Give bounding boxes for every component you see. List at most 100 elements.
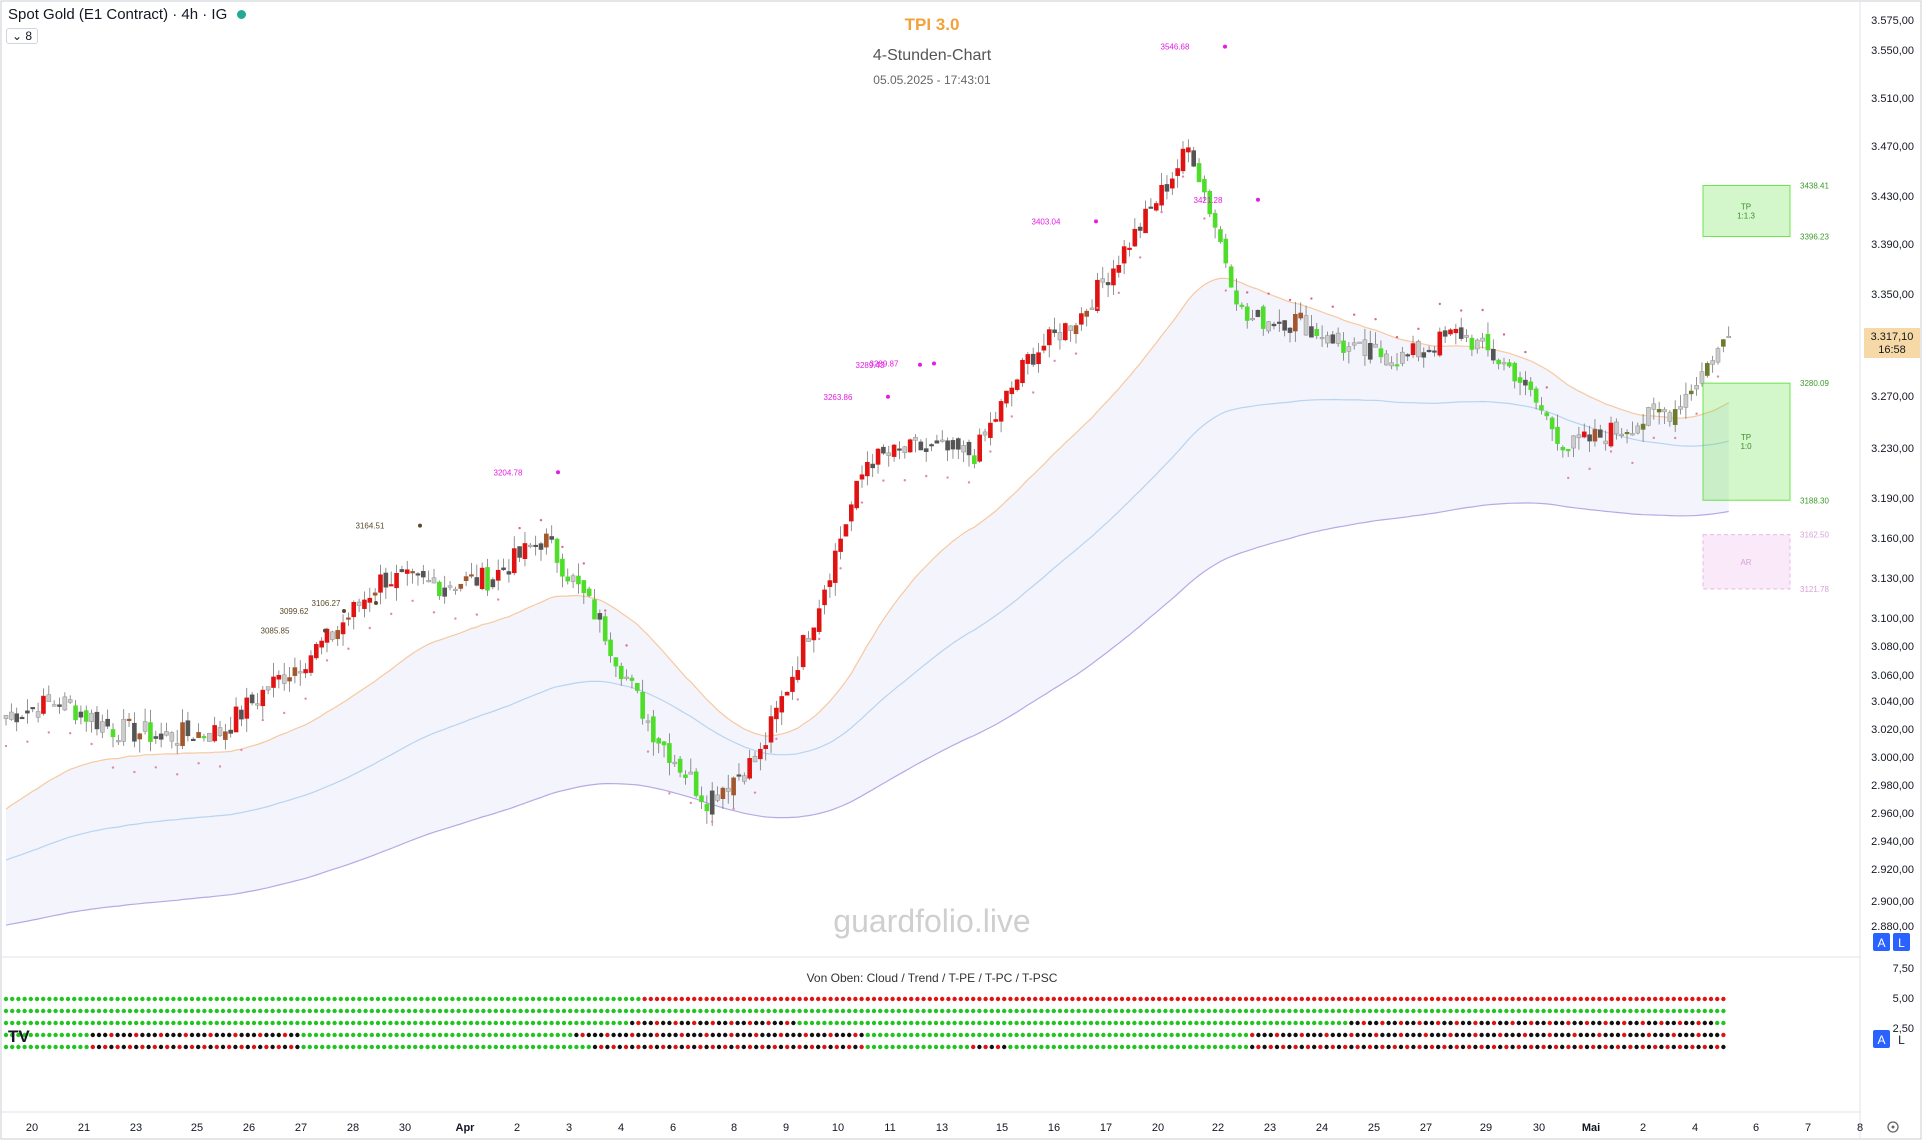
oscillator-dot — [158, 1020, 164, 1026]
trail-dot — [1160, 210, 1163, 214]
oscillator-dot — [1429, 1044, 1435, 1050]
oscillator-dot — [320, 996, 325, 1002]
oscillator-dot — [1237, 1020, 1243, 1026]
candle-body — [565, 576, 571, 582]
oscillator-dot — [382, 1008, 387, 1014]
oscillator-dot — [270, 1044, 275, 1050]
candle-body — [292, 667, 298, 676]
oscillator-dot — [1033, 1032, 1038, 1038]
candle-body — [1116, 265, 1122, 273]
oscillator-dot — [1460, 1044, 1466, 1050]
ema-slow-line — [5, 502, 1729, 926]
trail-dot — [347, 647, 350, 650]
osc-log-scale-label[interactable]: L — [1898, 1033, 1905, 1047]
oscillator-dot — [1126, 1020, 1131, 1026]
osc-auto-scale-button[interactable] — [1873, 1030, 1890, 1048]
oscillator-dot — [1398, 1044, 1404, 1050]
oscillator-dot — [661, 1032, 666, 1038]
log-scale-button[interactable] — [1893, 933, 1910, 951]
candle-body — [1079, 313, 1084, 325]
oscillator-dot — [227, 1020, 232, 1026]
oscillator-dot — [543, 1020, 548, 1026]
candle-body — [645, 720, 651, 723]
candle-body — [934, 440, 940, 444]
oscillator-dot — [1715, 1008, 1720, 1014]
oscillator-dot — [1057, 1020, 1063, 1026]
indicator-toggle[interactable]: ⌄ 8 — [6, 28, 39, 44]
time-axis[interactable]: 20 21 23 25 26 27 28 30 Apr 2 3 4 6 8 9 10 11 13 15 16 17 20 2… — [26, 1122, 1863, 1134]
oscillator-dot — [165, 1044, 170, 1050]
oscillator-dot — [1553, 1008, 1559, 1014]
oscillator-dot — [1119, 1008, 1125, 1014]
candle-body — [1630, 433, 1635, 436]
settings-icon[interactable] — [1887, 1121, 1899, 1133]
zone-top-price: 3438.41 — [1800, 181, 1829, 190]
swing-marker-dot — [374, 601, 378, 605]
oscillator-dot — [909, 1044, 914, 1050]
oscillator-dot — [940, 1008, 945, 1014]
oscillator-dot — [1287, 1020, 1292, 1026]
oscillator-dot — [1064, 1020, 1069, 1026]
oscillator-dot — [90, 1044, 96, 1050]
candle-body — [1325, 335, 1330, 344]
oscillator-dot — [1721, 1032, 1726, 1038]
price-axis[interactable]: 3.575,003.550,003.510,003.470,003.430,00… — [1871, 15, 1914, 933]
oscillator-dot — [1460, 1032, 1466, 1038]
oscillator-dot — [1256, 996, 1261, 1002]
oscillator-dot — [754, 1020, 759, 1026]
oscillator-dot — [1423, 1044, 1429, 1050]
oscillator-dot — [964, 1020, 970, 1026]
oscillator-dot — [921, 996, 926, 1002]
oscillator-dot — [295, 1032, 300, 1038]
oscillator-dot — [1504, 1020, 1509, 1026]
oscillator-dot — [1398, 1008, 1404, 1014]
candle-body — [1260, 306, 1266, 329]
oscillator-dot — [909, 1008, 914, 1014]
trail-dot — [90, 742, 93, 746]
oscillator-dot — [245, 1020, 250, 1026]
oscillator-dot — [1721, 1044, 1726, 1050]
oscillator-dot — [499, 1044, 505, 1050]
oscillator-dot — [971, 1020, 976, 1026]
oscillator-dot — [1225, 1032, 1230, 1038]
oscillator-dot — [1225, 1020, 1230, 1026]
oscillator-dot — [1442, 1008, 1447, 1014]
time-tick-label: 15 — [996, 1122, 1008, 1134]
candle-body — [763, 745, 769, 749]
oscillator-dot — [592, 1032, 598, 1038]
time-tick-label: 4 — [618, 1122, 624, 1134]
swing-price-label: 3106.27 — [312, 599, 341, 608]
oscillator-dot — [419, 1008, 424, 1014]
oscillator-dot — [518, 996, 523, 1002]
oscillator-dot — [946, 1044, 951, 1050]
oscillator-dot — [1615, 996, 1621, 1002]
candle-body — [790, 676, 795, 692]
oscillator-dot — [1169, 1008, 1174, 1014]
oscillator-dot — [1467, 1032, 1472, 1038]
trail-dot — [582, 562, 585, 565]
oscillator-dot — [239, 996, 244, 1002]
oscillator-dot — [1659, 1032, 1664, 1038]
oscillator-dot — [580, 1044, 585, 1050]
oscillator-dot — [667, 996, 672, 1002]
oscillator-dot — [369, 996, 374, 1002]
oscillator-dot — [450, 1032, 455, 1038]
oscillator-dot — [363, 1032, 368, 1038]
price-tick-label: 3.230,00 — [1871, 443, 1914, 455]
oscillator-dot — [1417, 1032, 1422, 1038]
oscillator-dot — [1039, 996, 1044, 1002]
oscillator-dot — [301, 1008, 306, 1014]
oscillator-dot — [692, 1020, 697, 1026]
oscillator-dot — [927, 1044, 932, 1050]
oscillator-dot — [822, 996, 827, 1002]
trail-dot — [860, 501, 864, 504]
symbol-header[interactable]: Spot Gold (E1 Contract) · 4h · IG — [8, 6, 247, 23]
oscillator-dot — [444, 996, 449, 1002]
candle-body — [148, 722, 153, 742]
auto-scale-button[interactable] — [1873, 933, 1890, 951]
oscillator-dot — [506, 996, 511, 1002]
oscillator-dot — [1560, 996, 1565, 1002]
oscillator-dot — [462, 1032, 467, 1038]
